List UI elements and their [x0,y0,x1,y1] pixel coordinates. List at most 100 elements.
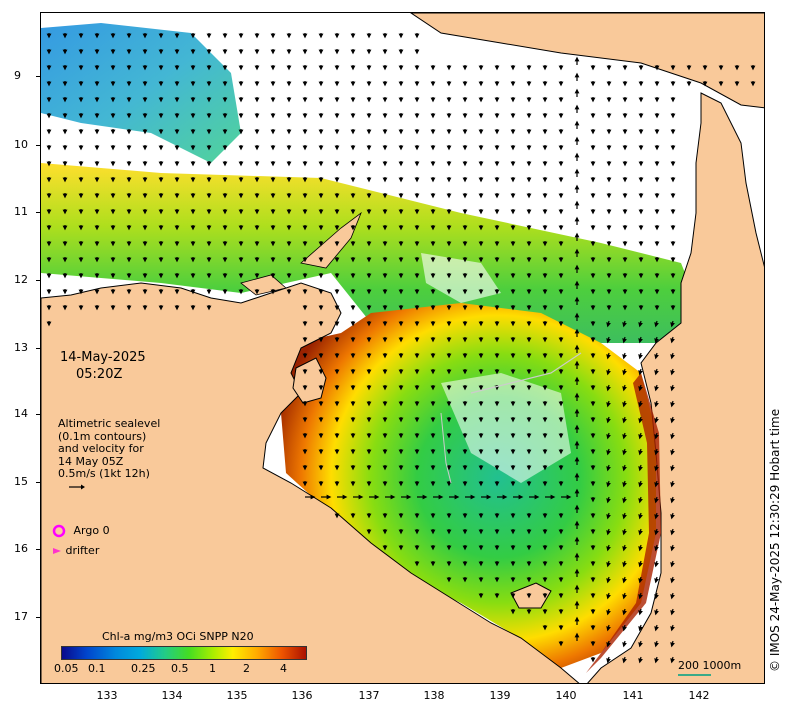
velocity-arrow [606,448,611,456]
lon-tick-label: 142 [688,689,710,702]
velocity-arrow [622,432,627,440]
velocity-arrow [606,384,611,392]
velocity-arrow [606,352,611,360]
lat-tick-label: 9 [14,69,21,82]
velocity-arrow [622,400,627,408]
velocity-arrow [606,640,611,648]
velocity-arrow [654,528,659,536]
velocity-arrow [606,400,611,408]
velocity-arrow [638,576,643,584]
velocity-arrow [622,560,627,568]
lat-tick-label: 10 [14,138,28,151]
lat-tick-label: 12 [14,273,28,286]
colorbar-tick-label: 1 [209,662,216,675]
velocity-arrow [606,464,611,472]
lat-tick-mark [36,549,40,550]
velocity-arrow [622,336,627,344]
velocity-arrow [622,368,627,376]
map-time: 05:20Z [76,367,123,382]
copyright-text: © IMOS 24-May-2025 12:30:29 Hobart time [768,408,782,672]
chlorophyll-map [41,13,764,683]
velocity-arrow [622,576,627,584]
sealevel-contour [470,352,582,394]
velocity-arrow [670,560,675,568]
velocity-arrow [638,368,643,376]
velocity-arrow [638,432,643,440]
velocity-arrow [638,560,643,568]
velocity-arrow [670,320,675,328]
sealevel-contour [440,412,452,484]
velocity-arrow [638,608,643,616]
velocity-arrow [638,416,643,424]
velocity-arrow [622,512,627,520]
colorbar-tick-label: 0.1 [88,662,106,675]
velocity-arrow [670,464,675,472]
velocity-arrow [654,592,659,600]
velocity-arrow [638,384,643,392]
velocity-arrow [606,624,611,632]
velocity-arrow [654,640,659,648]
colorbar-gradient [61,646,307,660]
lat-tick-mark [36,280,40,281]
velocity-arrow [670,608,675,616]
legend-line: (0.1m contours) [58,429,147,443]
velocity-arrow [670,528,675,536]
lat-tick-mark [36,414,40,415]
velocity-arrow [654,496,659,504]
map-frame[interactable] [40,12,765,684]
velocity-arrow [638,464,643,472]
lat-tick-mark [36,212,40,213]
velocity-arrow [654,384,659,392]
velocity-arrow [606,368,611,376]
velocity-arrow [670,544,675,552]
arafura-chl-band [41,163,701,343]
low-chl-patch [41,23,241,163]
colorbar-tick-label: 2 [243,662,250,675]
lon-tick-label: 138 [423,689,445,702]
velocity-arrow [638,544,643,552]
lat-tick-mark [36,482,40,483]
velocity-arrows [46,33,756,664]
map-date: 14-May-2025 [60,350,146,365]
velocity-arrow [670,576,675,584]
lon-tick-label: 133 [96,689,118,702]
velocity-arrow [638,320,643,328]
velocity-arrow [638,624,643,632]
velocity-arrow [606,592,611,600]
scale-bar [678,674,711,676]
land-cape-york [587,92,764,683]
velocity-arrow [622,384,627,392]
velocity-arrow [622,656,627,664]
velocity-arrow [670,384,675,392]
velocity-arrow [670,496,675,504]
velocity-arrow [654,480,659,488]
legend-line: 14 May 05Z [58,454,124,468]
legend-line: Altimetric sealevel [58,417,161,430]
land-new-guinea [410,13,764,109]
lon-tick-label: 134 [161,689,183,702]
drifter-marker-icon [53,548,61,554]
velocity-arrow [670,352,675,360]
velocity-arrow [622,640,627,648]
lat-tick-mark [36,76,40,77]
velocity-arrow [638,640,643,648]
velocity-arrow [606,656,611,664]
velocity-arrow [670,656,675,664]
velocity-arrow [622,544,627,552]
argo-legend: Argo 0 [52,524,110,538]
velocity-legend: Altimetric sealevel (0.1m contours) and … [58,417,161,494]
velocity-arrow [670,480,675,488]
velocity-arrow [622,528,627,536]
velocity-arrow [670,624,675,632]
velocity-arrow [654,656,659,664]
velocity-arrow [654,320,659,328]
lat-tick-mark [36,145,40,146]
velocity-arrow [638,656,643,664]
lon-tick-label: 141 [622,689,644,702]
depth-scale: 200 1000m [678,659,741,676]
velocity-arrow [654,464,659,472]
velocity-arrow [654,448,659,456]
velocity-arrow [670,448,675,456]
velocity-arrow [654,432,659,440]
velocity-arrow [622,624,627,632]
